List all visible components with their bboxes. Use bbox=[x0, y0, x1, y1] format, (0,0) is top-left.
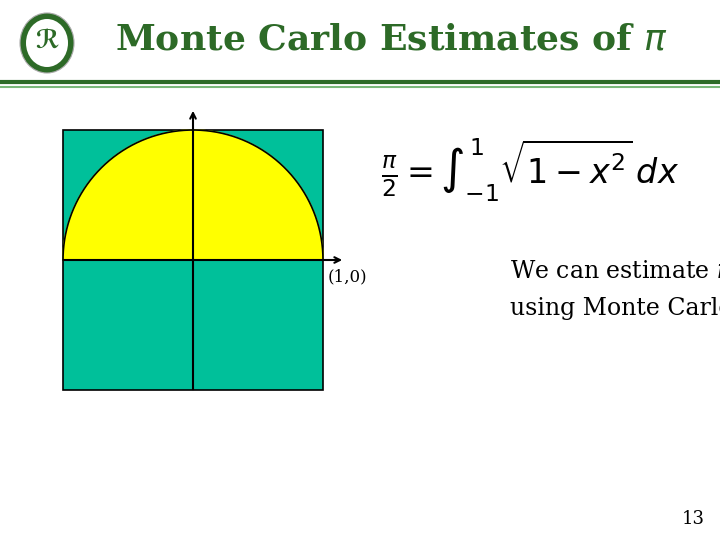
Text: ℛ: ℛ bbox=[35, 29, 59, 53]
Ellipse shape bbox=[20, 13, 74, 73]
Bar bbox=[0, 0, 720, 80]
Text: (1,0): (1,0) bbox=[328, 268, 368, 285]
Text: Monte Carlo Estimates of $\pi$: Monte Carlo Estimates of $\pi$ bbox=[115, 23, 668, 57]
Text: We can estimate $\pi$
using Monte Carlo: We can estimate $\pi$ using Monte Carlo bbox=[510, 260, 720, 320]
Circle shape bbox=[14, 10, 80, 76]
Polygon shape bbox=[63, 130, 323, 260]
Text: $\frac{\pi}{2} = \int_{-1}^{1} \sqrt{1 - x^2}\, dx$: $\frac{\pi}{2} = \int_{-1}^{1} \sqrt{1 -… bbox=[381, 136, 679, 204]
Text: 13: 13 bbox=[682, 510, 705, 528]
Ellipse shape bbox=[26, 19, 68, 67]
Bar bbox=[63, 130, 323, 390]
